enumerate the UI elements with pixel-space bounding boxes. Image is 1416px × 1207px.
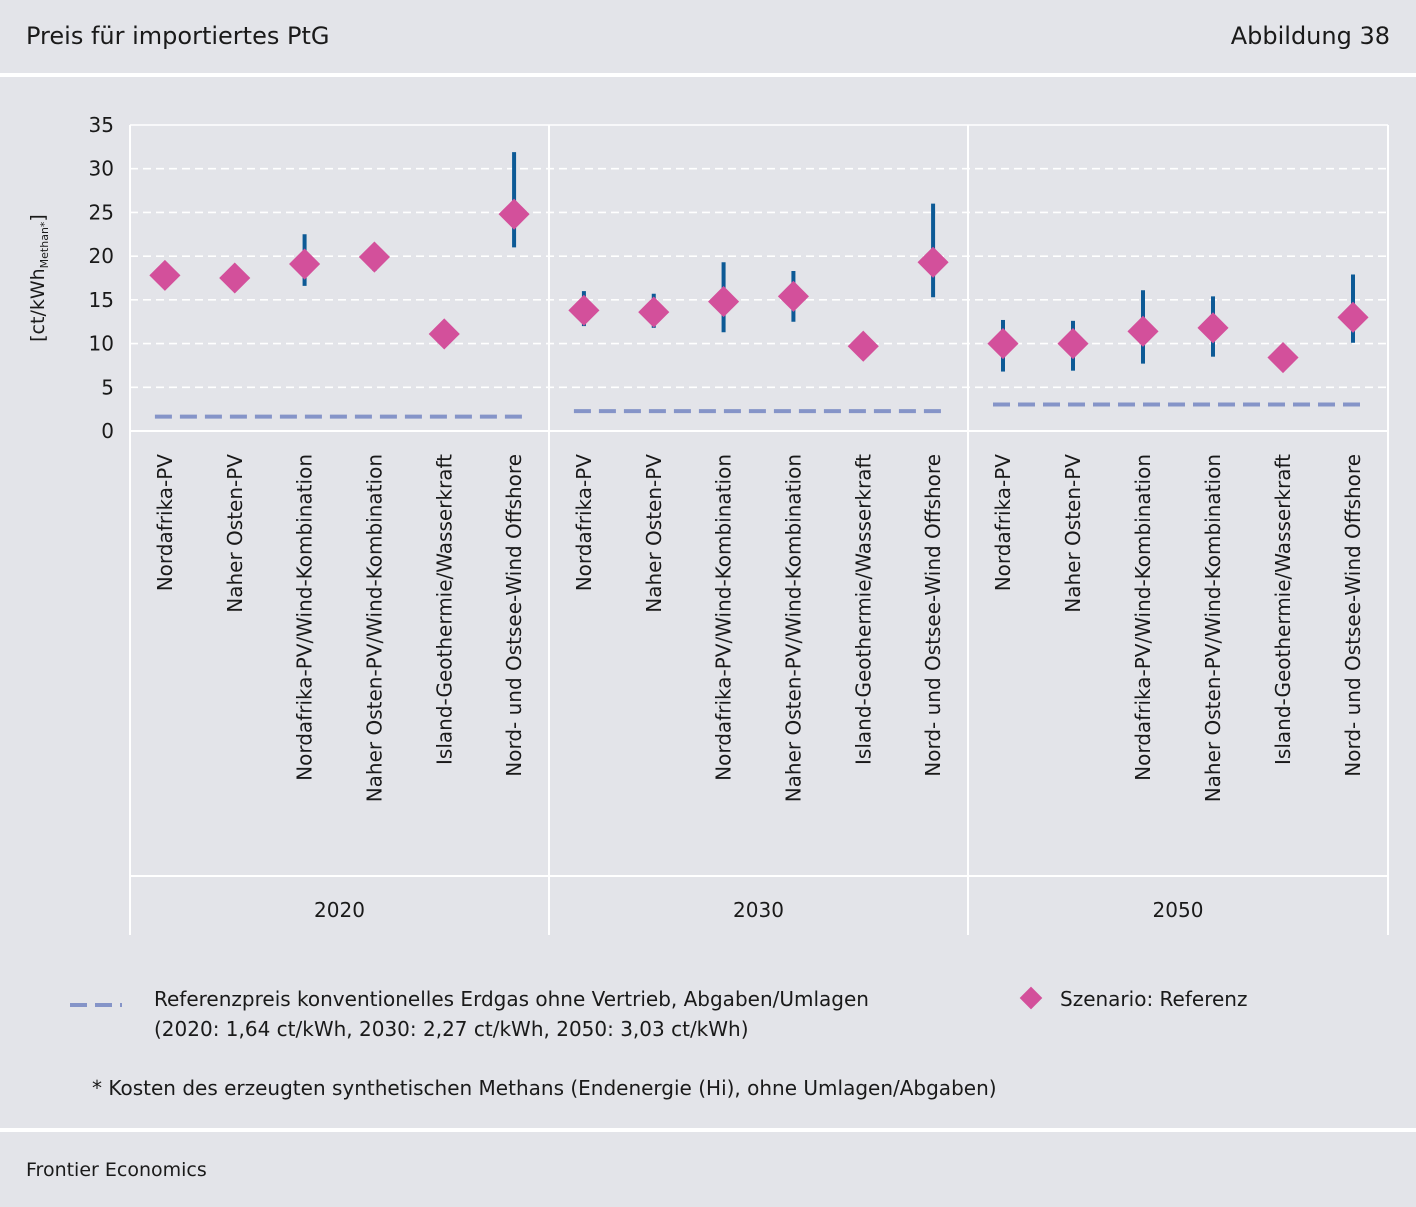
data-point [987,328,1019,360]
legend-symbols [70,986,1043,1010]
x-category-label: Nordafrika-PV/Wind-Kombination [1131,454,1155,781]
plot-frame [129,125,1389,935]
legend-reference-values: (2020: 1,64 ct/kWh, 2030: 2,27 ct/kWh, 2… [154,1017,749,1041]
x-category-label: Naher Osten-PV [642,454,666,613]
y-axis-title-main: [ct/kWh [27,268,49,342]
figure-number: Abbildung 38 [1230,22,1390,50]
x-category-label: Island-Geothermie/Wasserkraft [851,454,875,765]
x-category-label: Island-Geothermie/Wasserkraft [432,454,456,765]
year-label: 2050 [1153,898,1204,922]
y-axis-title: [ct/kWhMethan*] [27,214,51,342]
x-category-label: Nordafrika-PV [572,454,596,592]
x-category-label: Nordafrika-PV [153,454,177,592]
data-point [1127,315,1159,347]
data-point [219,262,251,294]
source-label: Frontier Economics [26,1159,207,1181]
legend-scenario-label: Szenario: Referenz [1060,987,1248,1011]
grid-lines [130,124,1388,389]
y-tick-label: 20 [89,244,114,268]
year-label: 2030 [733,898,784,922]
legend-scenario-marker [1019,986,1043,1010]
data-point [1337,301,1369,333]
footnote: * Kosten des erzeugten synthetischen Met… [92,1076,997,1100]
chart: 0 5 10 15 20 25 30 35 [ct/kWhMethan*] Nordafrika-… [27,113,1389,1010]
x-category-label: Island-Geothermie/Wasserkraft [1271,454,1295,765]
data-point [917,246,949,278]
data-point [289,248,321,280]
y-tick-label: 25 [89,200,114,224]
data-point [777,280,809,312]
markers [149,198,1369,374]
y-tick-label: 0 [101,419,114,443]
x-category-label: Naher Osten-PV/Wind-Kombination [362,454,386,802]
x-category-label: Nordafrika-PV/Wind-Kombination [293,454,317,781]
data-point [498,198,530,230]
y-tick-label: 10 [89,332,114,356]
x-category-label: Nord- und Ostsee-Wind Offshore [921,454,945,777]
y-tick-label: 15 [89,288,114,312]
reference-lines [154,402,1363,419]
y-tick-label: 30 [89,157,114,181]
data-point [149,259,181,291]
x-category-label: Nord- und Ostsee-Wind Offshore [502,454,526,777]
data-point [638,296,670,328]
data-point [428,318,460,350]
data-point [1057,328,1089,360]
data-point [1197,312,1229,344]
x-category-label: Nordafrika-PV [991,454,1015,592]
x-category-label: Nord- und Ostsee-Wind Offshore [1341,454,1365,777]
x-category-label: Naher Osten-PV/Wind-Kombination [781,454,805,802]
axis-labels: 0 5 10 15 20 25 30 35 [ct/kWhMethan*] Nordafrika-… [27,113,1365,922]
range-bars [162,152,1355,372]
data-point [708,286,740,318]
chart-title: Preis für importiertes PtG [26,22,330,50]
y-axis-title-close: ] [27,214,49,221]
data-point [358,241,390,273]
y-tick-label: 35 [89,113,114,137]
header: Preis für importiertes PtG Abbildung 38 [0,0,1416,77]
x-category-label: Naher Osten-PV/Wind-Kombination [1201,454,1225,802]
x-category-label: Nordafrika-PV/Wind-Kombination [712,454,736,781]
x-category-label: Naher Osten-PV [1061,454,1085,613]
legend-reference: Referenzpreis konventionelles Erdgas ohn… [154,984,869,1044]
data-point [1267,342,1299,374]
y-axis-title-subscript: Methan* [38,221,51,268]
legend-reference-label: Referenzpreis konventionelles Erdgas ohn… [154,987,869,1011]
x-category-label: Naher Osten-PV [223,454,247,613]
y-tick-label: 5 [101,375,114,399]
data-point [847,330,879,362]
year-label: 2020 [314,898,365,922]
footer: Frontier Economics [0,1128,1416,1207]
